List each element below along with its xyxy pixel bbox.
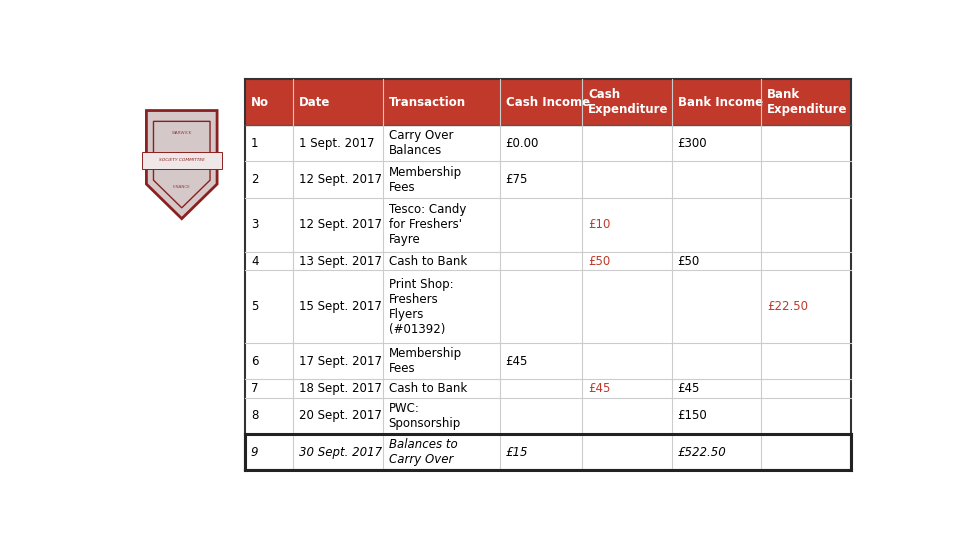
Text: 17 Sept. 2017: 17 Sept. 2017 (300, 355, 382, 368)
Text: Tesco: Candy
for Freshers'
Fayre: Tesco: Candy for Freshers' Fayre (389, 204, 466, 246)
Text: 15 Sept. 2017: 15 Sept. 2017 (300, 300, 382, 313)
Text: Date: Date (300, 96, 330, 109)
Text: 12 Sept. 2017: 12 Sept. 2017 (300, 219, 382, 232)
Text: 3: 3 (251, 219, 258, 232)
Text: £45: £45 (678, 382, 700, 395)
Text: FINANCE: FINANCE (173, 185, 191, 190)
Text: 13 Sept. 2017: 13 Sept. 2017 (300, 255, 382, 268)
Text: £75: £75 (506, 173, 528, 186)
Text: £10: £10 (588, 219, 611, 232)
Text: SOCIETY COMMITTEE: SOCIETY COMMITTEE (158, 158, 204, 163)
Bar (245, 79, 851, 125)
Text: WARWICK: WARWICK (172, 131, 192, 136)
Polygon shape (142, 152, 222, 169)
Text: Print Shop:
Freshers
Flyers
(#01392): Print Shop: Freshers Flyers (#01392) (389, 278, 453, 336)
Text: 2: 2 (251, 173, 258, 186)
Text: 9: 9 (251, 446, 258, 458)
Text: £300: £300 (678, 137, 708, 150)
Text: Carry Over
Balances: Carry Over Balances (389, 129, 453, 157)
Text: Cash
Expenditure: Cash Expenditure (588, 88, 669, 116)
Text: £22.50: £22.50 (767, 300, 808, 313)
Text: 4: 4 (251, 255, 258, 268)
Text: Membership
Fees: Membership Fees (389, 347, 462, 375)
Text: £15: £15 (506, 446, 528, 458)
Polygon shape (147, 111, 217, 219)
Text: No: No (251, 96, 269, 109)
Text: 30 Sept. 2017: 30 Sept. 2017 (300, 446, 382, 458)
Text: PWC:
Sponsorship: PWC: Sponsorship (389, 402, 461, 430)
Text: 20 Sept. 2017: 20 Sept. 2017 (300, 409, 382, 422)
Text: £50: £50 (588, 255, 611, 268)
Text: 8: 8 (251, 409, 258, 422)
Text: £522.50: £522.50 (678, 446, 727, 458)
Text: 12 Sept. 2017: 12 Sept. 2017 (300, 173, 382, 186)
Text: Cash to Bank: Cash to Bank (389, 382, 467, 395)
Text: 5: 5 (251, 300, 258, 313)
Text: £50: £50 (678, 255, 700, 268)
Text: Cash Income: Cash Income (506, 96, 589, 109)
Text: 6: 6 (251, 355, 258, 368)
Text: £150: £150 (678, 409, 708, 422)
Text: £0.00: £0.00 (506, 137, 539, 150)
Text: Membership
Fees: Membership Fees (389, 166, 462, 193)
Text: £45: £45 (588, 382, 611, 395)
Text: 1 Sept. 2017: 1 Sept. 2017 (300, 137, 374, 150)
Text: 18 Sept. 2017: 18 Sept. 2017 (300, 382, 382, 395)
Text: Transaction: Transaction (389, 96, 466, 109)
Text: Cash to Bank: Cash to Bank (389, 255, 467, 268)
Text: Bank
Expenditure: Bank Expenditure (767, 88, 848, 116)
Text: Bank Income: Bank Income (678, 96, 763, 109)
Text: 1: 1 (251, 137, 258, 150)
Text: Balances to
Carry Over: Balances to Carry Over (389, 438, 457, 466)
Text: £45: £45 (506, 355, 528, 368)
Text: 7: 7 (251, 382, 258, 395)
